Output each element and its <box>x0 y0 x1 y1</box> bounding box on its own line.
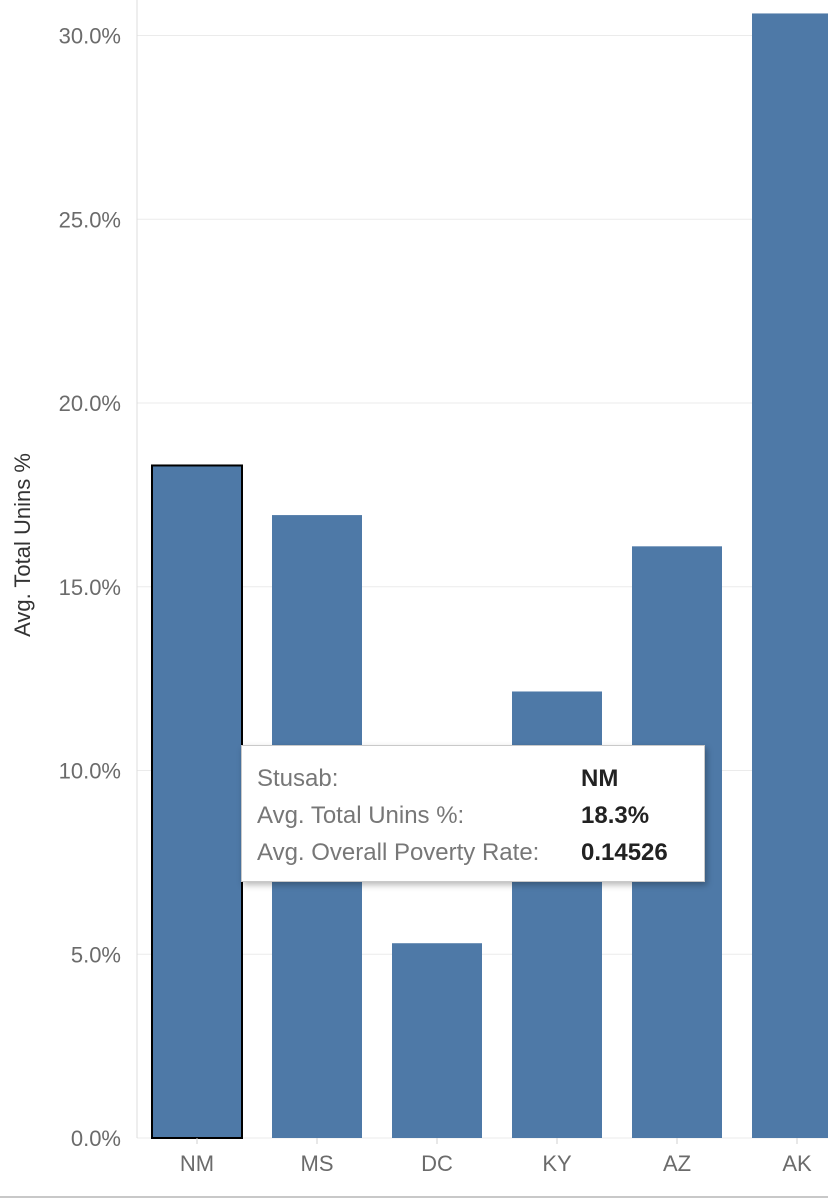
y-tick-label: 10.0% <box>59 759 121 784</box>
tooltip-row-stusab: Stusab: NM <box>257 760 690 797</box>
tooltip-value: 18.3% <box>581 801 650 829</box>
tooltip-row-poverty: Avg. Overall Poverty Rate: 0.14526 <box>257 834 690 871</box>
tooltip-value: NM <box>581 764 619 792</box>
tooltip-key: Avg. Total Unins %: <box>257 801 465 829</box>
y-tick-label: 25.0% <box>59 207 121 232</box>
tooltip-value: 0.14526 <box>581 838 668 866</box>
y-tick-label: 30.0% <box>59 24 121 49</box>
bars <box>151 13 828 1140</box>
tooltip-key: Avg. Overall Poverty Rate: <box>257 838 540 866</box>
bottom-divider <box>0 1196 828 1198</box>
tooltip-row-unins: Avg. Total Unins %: 18.3% <box>257 797 690 834</box>
bar-nm[interactable] <box>151 464 243 1140</box>
x-tick-label: DC <box>421 1151 453 1176</box>
bar-ak[interactable] <box>752 13 828 1139</box>
y-axis-title: Avg. Total Unins % <box>10 453 35 637</box>
x-axis-ticks: NM MS DC KY AZ AK <box>180 1138 812 1176</box>
y-tick-label: 5.0% <box>71 942 121 967</box>
x-tick-label: AK <box>782 1151 812 1176</box>
tooltip-key: Stusab: <box>257 764 339 792</box>
y-tick-label: 20.0% <box>59 391 121 416</box>
y-axis-ticks: 0.0% 5.0% 10.0% 15.0% 20.0% 25.0% 30.0% <box>59 24 121 1152</box>
tooltip: Stusab: NM Avg. Total Unins %: 18.3% Avg… <box>241 745 705 882</box>
y-tick-label: 0.0% <box>71 1126 121 1151</box>
bar-dc[interactable] <box>392 943 482 1138</box>
x-tick-label: KY <box>542 1151 572 1176</box>
x-tick-label: MS <box>301 1151 334 1176</box>
y-tick-label: 15.0% <box>59 575 121 600</box>
x-tick-label: AZ <box>663 1151 691 1176</box>
x-tick-label: NM <box>180 1151 214 1176</box>
